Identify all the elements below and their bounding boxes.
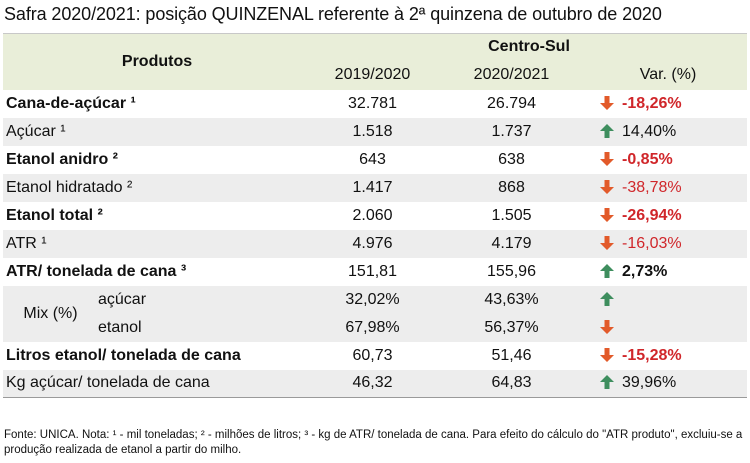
variation-value: 39,96% [622, 374, 677, 392]
variation-value: -18,26% [622, 94, 682, 112]
variation-cell: -18,26% [589, 90, 747, 118]
mix-sub-label: etanol [98, 313, 311, 342]
value-2020: 1.505 [491, 206, 532, 224]
col-2019-header: 2019/2020 [334, 65, 411, 83]
table-row: Açúcar ¹ 1.518 1.737 14,40% [3, 117, 748, 146]
table-row: Kg açúcar/ tonelada de cana 46,32 64,83 39,… [3, 369, 748, 398]
value-2019: 1.417 [311, 173, 434, 202]
value-2020: 1.737 [434, 117, 589, 146]
variation-cell: -15,28% [589, 342, 747, 370]
table-title: Safra 2020/2021: posição QUINZENAL refer… [4, 4, 662, 24]
arrow-down-icon [600, 347, 614, 362]
value-2019: 643 [359, 150, 386, 168]
variation-cell: -38,78% [589, 173, 748, 202]
row-label: Etanol hidratado ² [3, 173, 311, 202]
variation-value: -16,03% [622, 234, 682, 252]
variation-cell: 2,73% [589, 258, 747, 286]
arrow-down-icon [600, 95, 614, 110]
table-row: Etanol total ² 2.060 1.505 -26,94% [3, 202, 747, 230]
value-2019: 32,02% [311, 285, 434, 314]
mix-sub-label: açúcar [98, 285, 311, 314]
table-row: ATR ¹ 4.976 4.179 -16,03% [3, 229, 748, 258]
value-2019: 32.781 [348, 94, 397, 112]
variation-value: -0,85% [622, 150, 673, 168]
variation-value: 2,73% [622, 262, 668, 280]
production-table: Produtos Centro-Sul 2019/2020 2020/2021 … [3, 33, 748, 398]
row-label: Kg açúcar/ tonelada de cana [3, 369, 311, 398]
table-row: Etanol hidratado ² 1.417 868 -38,78% [3, 173, 748, 202]
mix-row: Mix (%) açúcar 32,02% 43,63% [3, 285, 748, 342]
value-2019: 2.060 [352, 206, 393, 224]
arrow-up-icon [600, 291, 614, 306]
mix-row: etanol 67,98% 56,37% [3, 313, 748, 342]
variation-value: -15,28% [622, 346, 682, 364]
variation-value: -26,94% [622, 206, 682, 224]
arrow-down-icon [600, 235, 614, 250]
table-row: Etanol anidro ² 643 638 -0,85% [3, 146, 747, 174]
arrow-down-icon [600, 179, 614, 194]
var-header: Var. (%) [639, 65, 697, 83]
region-header: Centro-Sul [488, 37, 570, 55]
value-2019: 46,32 [311, 369, 434, 398]
table-row: Cana-de-açúcar ¹ 32.781 26.794 -18,26% [3, 90, 747, 118]
value-2020: 868 [434, 173, 589, 202]
variation-value: 14,40% [622, 122, 677, 140]
value-2020: 26.794 [487, 94, 536, 112]
variation-cell: -0,85% [589, 146, 747, 174]
value-2020: 56,37% [434, 313, 589, 342]
produtos-header: Produtos [121, 52, 193, 70]
value-2019: 4.976 [311, 229, 434, 258]
footnote: Fonte: UNICA. Nota: ¹ - mil toneladas; ²… [4, 429, 743, 456]
col-2020-header: 2020/2021 [473, 65, 550, 83]
value-2020: 155,96 [487, 262, 536, 280]
variation-cell: -26,94% [589, 202, 747, 230]
table-row: ATR/ tonelada de cana ³ 151,81 155,96 2,73% [3, 258, 747, 286]
row-label: Etanol total ² [6, 206, 103, 224]
variation-value: -38,78% [622, 178, 682, 196]
arrow-up-icon [600, 375, 614, 390]
value-2020: 64,83 [434, 369, 589, 398]
row-label: Etanol anidro ² [6, 150, 118, 168]
value-2020: 51,46 [491, 346, 532, 364]
mix-label: Mix (%) [3, 285, 98, 342]
row-label: Cana-de-açúcar ¹ [6, 94, 136, 112]
table-row: Litros etanol/ tonelada de cana 60,73 51,4… [3, 342, 747, 370]
arrow-up-icon [600, 263, 614, 278]
row-label: ATR ¹ [3, 229, 311, 258]
variation-cell: 14,40% [589, 117, 748, 146]
value-2020: 638 [498, 150, 525, 168]
value-2019: 60,73 [352, 346, 393, 364]
variation-cell: -16,03% [589, 229, 748, 258]
value-2020: 4.179 [434, 229, 589, 258]
arrow-down-icon [600, 151, 614, 166]
arrow-down-icon [600, 319, 614, 334]
variation-cell [589, 285, 748, 314]
variation-cell [589, 313, 748, 342]
value-2019: 1.518 [311, 117, 434, 146]
row-label: ATR/ tonelada de cana ³ [6, 262, 187, 280]
value-2020: 43,63% [434, 285, 589, 314]
value-2019: 67,98% [311, 313, 434, 342]
value-2019: 151,81 [348, 262, 397, 280]
row-label: Açúcar ¹ [3, 117, 311, 146]
arrow-up-icon [600, 123, 614, 138]
arrow-down-icon [600, 207, 614, 222]
variation-cell: 39,96% [589, 369, 748, 398]
row-label: Litros etanol/ tonelada de cana [6, 346, 241, 364]
